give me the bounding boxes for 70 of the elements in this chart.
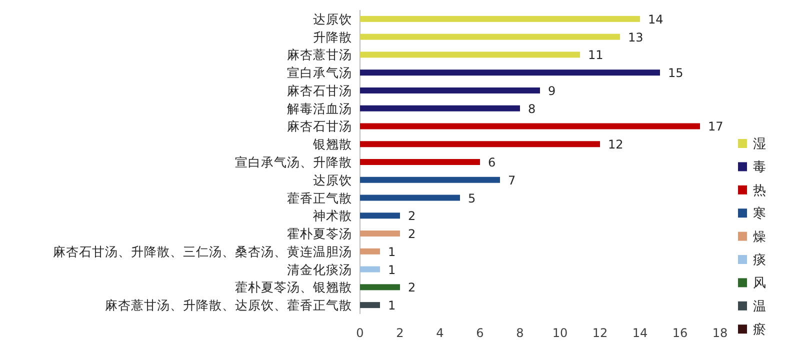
data-label: 7 <box>508 173 516 188</box>
data-label: 12 <box>608 138 624 152</box>
data-label: 2 <box>408 280 416 295</box>
y-tick-label: 藿朴夏苓汤、银翘散 <box>235 280 352 295</box>
legend-label: 湿 <box>753 137 766 152</box>
bar <box>360 284 400 290</box>
legend-label: 风 <box>753 276 766 292</box>
data-label: 11 <box>588 48 604 62</box>
legend-label: 温 <box>753 299 766 314</box>
x-tick-label: 4 <box>436 326 444 340</box>
legend-label: 寒 <box>753 206 766 222</box>
bar <box>360 302 380 308</box>
legend-label: 毒 <box>753 160 766 176</box>
y-tick-label: 达原饮 <box>313 11 352 26</box>
bar <box>360 87 540 94</box>
legend-label: 痰 <box>753 253 766 268</box>
y-tick-label: 银翘散 <box>312 136 352 152</box>
data-label: 1 <box>388 298 396 313</box>
y-tick-label: 麻杏薏甘汤 <box>287 47 352 62</box>
y-tick-label: 神术散 <box>313 208 352 224</box>
legend-label: 瘀 <box>753 322 766 338</box>
data-label: 2 <box>408 209 416 224</box>
x-tick-label: 14 <box>632 326 648 340</box>
x-tick-label: 12 <box>592 326 608 340</box>
y-tick-label: 麻杏石甘汤 <box>287 82 352 98</box>
data-label: 8 <box>528 102 536 116</box>
bar <box>360 105 520 112</box>
y-tick-label: 解毒活血汤 <box>287 100 352 116</box>
bar <box>360 159 480 165</box>
data-label: 13 <box>628 30 644 44</box>
data-label: 1 <box>388 244 396 259</box>
bar <box>360 16 640 22</box>
bar <box>360 248 380 254</box>
y-tick-label: 升降散 <box>313 29 352 44</box>
x-tick-label: 6 <box>476 326 484 340</box>
data-label: 6 <box>488 156 496 170</box>
x-tick-label: 2 <box>396 326 404 340</box>
bar <box>360 70 660 76</box>
data-label: 17 <box>708 120 724 134</box>
bar <box>360 123 700 130</box>
y-tick-label: 清金化痰汤 <box>287 262 352 277</box>
data-label: 15 <box>668 66 684 80</box>
y-tick-label: 麻杏石甘汤 <box>287 118 352 134</box>
bar <box>360 34 620 40</box>
data-label: 2 <box>408 227 416 242</box>
bar <box>360 141 600 148</box>
bar <box>360 176 500 183</box>
x-tick-label: 8 <box>516 326 524 340</box>
legend-label: 燥 <box>753 230 766 245</box>
data-label: 5 <box>468 191 476 206</box>
y-tick-label: 麻杏石甘汤、升降散、三仁汤、桑杏汤、黄连温胆汤 <box>53 244 352 259</box>
y-tick-label: 藿香正气散 <box>287 190 352 206</box>
y-tick-label: 麻杏薏甘汤、升降散、达原饮、藿香正气散 <box>105 298 352 313</box>
legend-label: 热 <box>753 183 766 198</box>
y-tick-label: 宣白承气汤 <box>287 65 352 80</box>
bar <box>360 266 380 272</box>
data-label: 1 <box>388 262 396 277</box>
y-tick-label: 霍朴夏苓汤 <box>287 226 352 242</box>
x-tick-label: 18 <box>712 326 728 340</box>
bar <box>360 212 400 219</box>
bar <box>360 230 400 237</box>
y-tick-label: 达原饮 <box>313 172 352 188</box>
x-tick-label: 0 <box>356 326 364 340</box>
x-tick-label: 16 <box>672 326 688 340</box>
bar <box>360 194 460 201</box>
bar <box>360 52 580 58</box>
x-tick-label: 10 <box>552 326 568 340</box>
data-label: 9 <box>548 84 556 98</box>
y-tick-label: 宣白承气汤、升降散 <box>235 154 352 170</box>
data-label: 14 <box>648 12 664 26</box>
